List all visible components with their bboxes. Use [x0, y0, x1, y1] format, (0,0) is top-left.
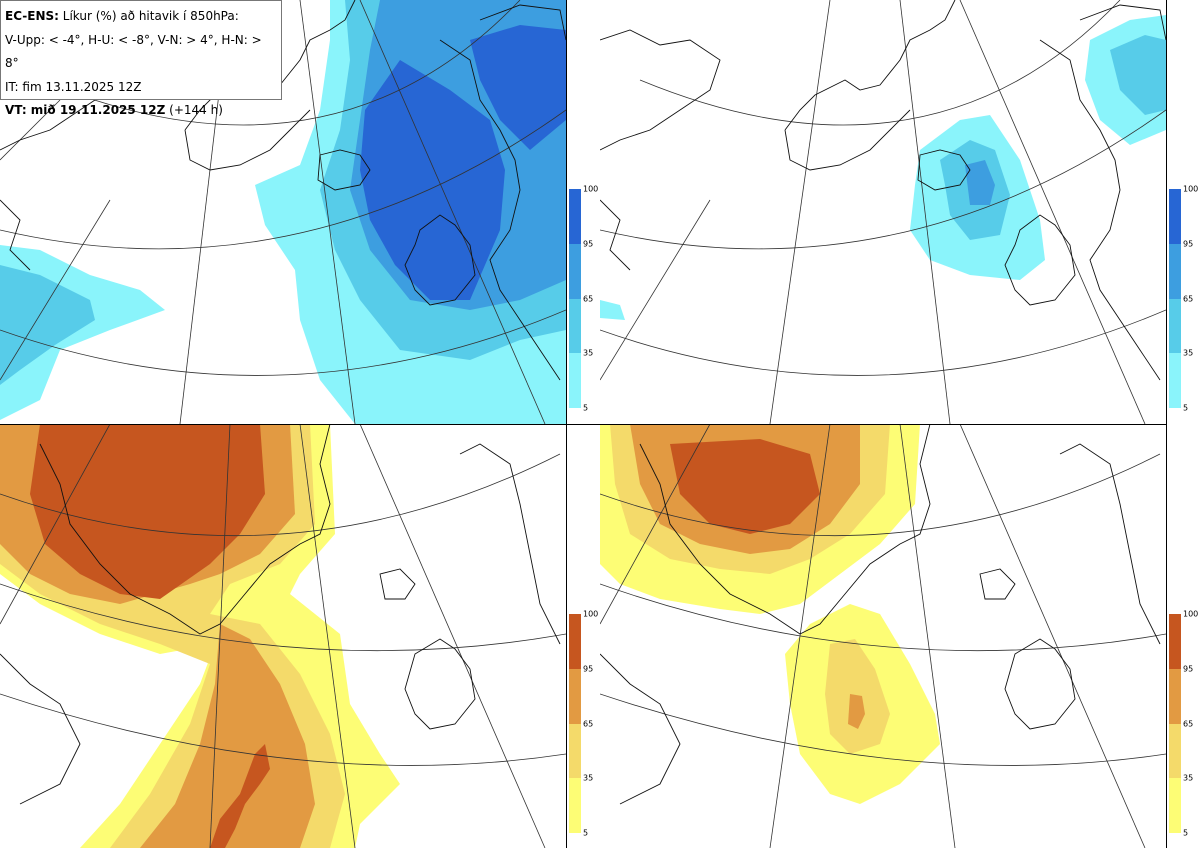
- map-warm-strong: [600, 424, 1166, 848]
- colorbar-segment: [569, 189, 581, 244]
- prob-area-95: [670, 439, 820, 534]
- colorbar-segment: [569, 243, 581, 299]
- map-cold-moderate: [0, 0, 566, 424]
- prob-area-95-ne: [470, 25, 566, 150]
- colorbar-tick-label: 65: [583, 294, 594, 303]
- colorbar-tick-label: 95: [1183, 664, 1194, 674]
- map-warm-moderate: [0, 424, 566, 848]
- colorbar-tick-label: 100: [1183, 609, 1199, 619]
- graticule: [600, 424, 1166, 848]
- graticule: [0, 424, 566, 848]
- colorbar-tick-label: 95: [583, 239, 594, 249]
- colorbar-tick-label: 100: [583, 184, 599, 194]
- colorbar-tick-label: 100: [1183, 184, 1199, 194]
- prob-area-95-south: [210, 744, 270, 848]
- colorbar-segment: [569, 668, 581, 724]
- coastlines: [0, 424, 561, 805]
- prob-area-95: [30, 424, 265, 599]
- colorbar-segment: [1169, 778, 1181, 833]
- colorbar-bottom-left: 100 95 65 35 5: [569, 610, 598, 838]
- colorbar-top-right: 100 95 65 35 5: [1169, 185, 1198, 413]
- graticule: [600, 0, 1166, 424]
- colorbar-segment: [1169, 353, 1181, 408]
- map-title: Líkur (%) að hitavik í 850hPa:: [62, 9, 239, 23]
- colorbar-tick-label: 35: [583, 773, 594, 783]
- colorbar-tick-label: 5: [583, 828, 589, 838]
- prob-area-65-south: [848, 694, 865, 729]
- panel-cold-moderate: EC-ENS: Líkur (%) að hitavik í 850hPa: V…: [0, 0, 566, 424]
- colorbar-segment: [569, 614, 581, 669]
- panel-divider-vertical-right: [1166, 0, 1167, 848]
- colorbar-tick-label: 35: [1183, 348, 1194, 358]
- coastlines: [600, 0, 1166, 381]
- panel-cold-strong: [600, 0, 1166, 424]
- prob-area-5-sw: [600, 300, 625, 320]
- colorbar-tick-label: 65: [1183, 719, 1194, 728]
- threshold-text: V-Upp: < -4°, H-U: < -8°, V-N: > 4°, H-N…: [5, 32, 262, 71]
- colorbar-tick-label: 5: [1183, 403, 1189, 413]
- colorbar-segment: [1169, 243, 1181, 299]
- colorbar-tick-label: 35: [583, 348, 594, 358]
- coastlines: [600, 424, 1161, 805]
- colorbar-segment: [1169, 668, 1181, 724]
- colorbar-tick-label: 5: [583, 403, 589, 413]
- colorbar-tick-label: 65: [1183, 294, 1194, 303]
- colorbar-tick-label: 100: [583, 609, 599, 619]
- colorbar-segment: [569, 353, 581, 408]
- initial-time: IT: fim 13.11.2025 12Z: [5, 79, 142, 94]
- panel-divider-vertical: [566, 0, 567, 848]
- colorbar-tick-label: 65: [583, 719, 594, 728]
- prob-area-65-south: [140, 624, 315, 848]
- colorbar-tick-label: 95: [583, 664, 594, 674]
- colorbar-segment: [1169, 723, 1181, 779]
- colorbar-bottom-right: 100 95 65 35 5: [1169, 610, 1198, 838]
- colorbar-tick-label: 35: [1183, 773, 1194, 783]
- prob-area-35-west: [0, 265, 95, 385]
- prob-area-35-ne: [1110, 35, 1166, 115]
- prob-area-65: [965, 160, 995, 205]
- colorbar-top-left: 100 95 65 35 5: [569, 185, 598, 413]
- colorbar-segment: [1169, 614, 1181, 669]
- colorbar-tick-label: 5: [1183, 828, 1189, 838]
- colorbar-tick-label: 95: [1183, 239, 1194, 249]
- colorbar-segment: [569, 723, 581, 779]
- panel-warm-strong: [600, 424, 1166, 848]
- lead-time: (+144 h): [169, 103, 223, 117]
- prob-area-95: [360, 60, 505, 300]
- colorbar-segment: [1169, 298, 1181, 354]
- panel-warm-moderate: [0, 424, 566, 848]
- map-cold-strong: [600, 0, 1166, 424]
- colorbar-segment: [569, 298, 581, 354]
- model-label: EC-ENS:: [5, 9, 59, 23]
- colorbar-segment: [1169, 189, 1181, 244]
- valid-time: VT: mið 19.11.2025 12Z: [5, 103, 166, 117]
- legend-header: EC-ENS: Líkur (%) að hitavik í 850hPa: V…: [0, 0, 282, 117]
- colorbar-segment: [569, 778, 581, 833]
